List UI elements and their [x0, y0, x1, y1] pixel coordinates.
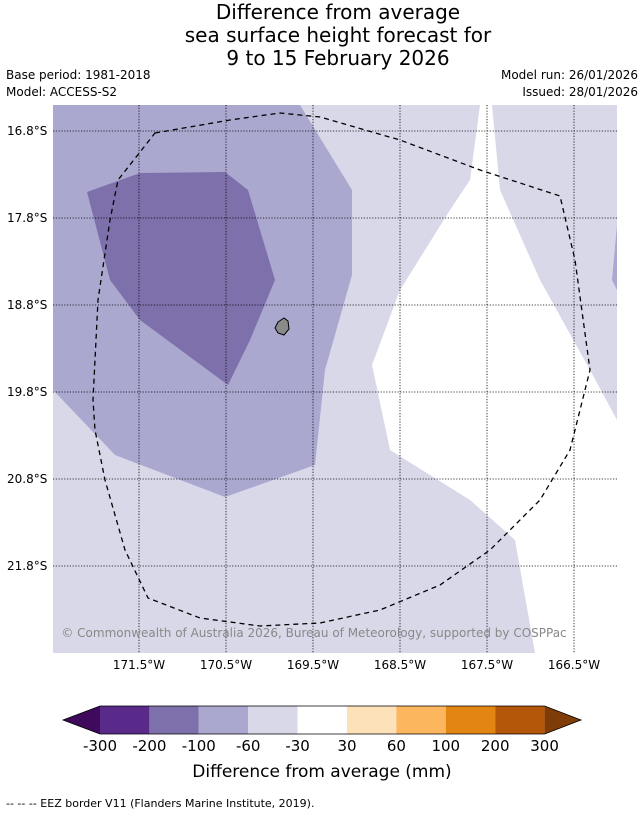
- eez-border: [92, 112, 591, 627]
- colorbar-swatch: [396, 706, 446, 734]
- colorbar-label: -300: [82, 737, 118, 755]
- meta-right: Model run: 26/01/2026 Issued: 28/01/2026: [501, 67, 638, 101]
- title-line-1: Difference from average: [215, 0, 461, 24]
- lon-label: 170.5°W: [200, 658, 252, 672]
- map-credit: © Commonwealth of Australia 2026, Bureau…: [61, 626, 566, 640]
- colorbar-swatch: [100, 706, 150, 734]
- colorbar-label: -200: [132, 737, 167, 755]
- model-run: Model run: 26/01/2026: [500, 68, 638, 82]
- lat-label: 18.8°S: [7, 298, 47, 312]
- anomaly-region-dark: [87, 172, 275, 385]
- colorbar-label: -30: [285, 737, 310, 755]
- colorbar-swatch: [347, 706, 397, 734]
- colorbar-label: 300: [530, 737, 559, 755]
- lat-label: 20.8°S: [7, 472, 47, 486]
- lon-label: 166.5°W: [548, 658, 600, 672]
- lat-label: 19.8°S: [7, 385, 47, 399]
- meta-left: Base period: 1981-2018 Model: ACCESS-S2: [6, 67, 151, 101]
- colorbar-extend-high: [544, 706, 581, 734]
- lat-label: 16.8°S: [7, 124, 47, 138]
- colorbar-label: 30: [337, 737, 357, 755]
- colorbar-swatch: [445, 706, 496, 734]
- colorbar-extend-low: [63, 706, 100, 734]
- lat-label: 21.8°S: [7, 559, 47, 573]
- title-line-3: 9 to 15 February 2026: [226, 46, 450, 70]
- colorbar-swatch: [297, 706, 347, 734]
- colorbar-swatch: [149, 706, 199, 734]
- colorbar-label: 60: [386, 737, 406, 755]
- map-title: Difference from average sea surface heig…: [0, 1, 644, 70]
- anomaly-region-medium-east: [612, 225, 617, 290]
- issued-date: Issued: 28/01/2026: [522, 85, 638, 99]
- base-period: Base period: 1981-2018: [6, 68, 151, 82]
- lon-label: 169.5°W: [287, 658, 339, 672]
- map-area: © Commonwealth of Australia 2026, Bureau…: [53, 105, 617, 653]
- colorbar-title: Difference from average (mm): [192, 762, 452, 782]
- eez-legend-footer: -- -- -- EEZ border V11 (Flanders Marine…: [6, 797, 315, 810]
- colorbar-swatch: [495, 706, 545, 734]
- graticule: [53, 105, 617, 653]
- title-line-2: sea surface height forecast for: [184, 23, 492, 47]
- island-shape: [274, 317, 290, 336]
- colorbar-swatch: [248, 706, 298, 734]
- colorbar-label: -100: [181, 737, 216, 755]
- colorbar-label: 200: [480, 737, 510, 755]
- colorbar-outline: [61, 705, 583, 735]
- lon-label: 171.5°W: [113, 658, 165, 672]
- colorbar-swatch: [198, 706, 249, 734]
- lon-label: 167.5°W: [461, 658, 513, 672]
- model-name: Model: ACCESS-S2: [6, 85, 118, 99]
- colorbar-label: 100: [431, 737, 461, 755]
- lon-label: 168.5°W: [374, 658, 426, 672]
- colorbar: [61, 705, 583, 735]
- lat-label: 17.8°S: [7, 211, 47, 225]
- lat-labels: 16.8°S 17.8°S 18.8°S 19.8°S 20.8°S 21.8°…: [7, 124, 47, 573]
- colorbar-label: -60: [235, 737, 261, 755]
- lon-labels: 171.5°W 170.5°W 169.5°W 168.5°W 167.5°W …: [113, 658, 600, 672]
